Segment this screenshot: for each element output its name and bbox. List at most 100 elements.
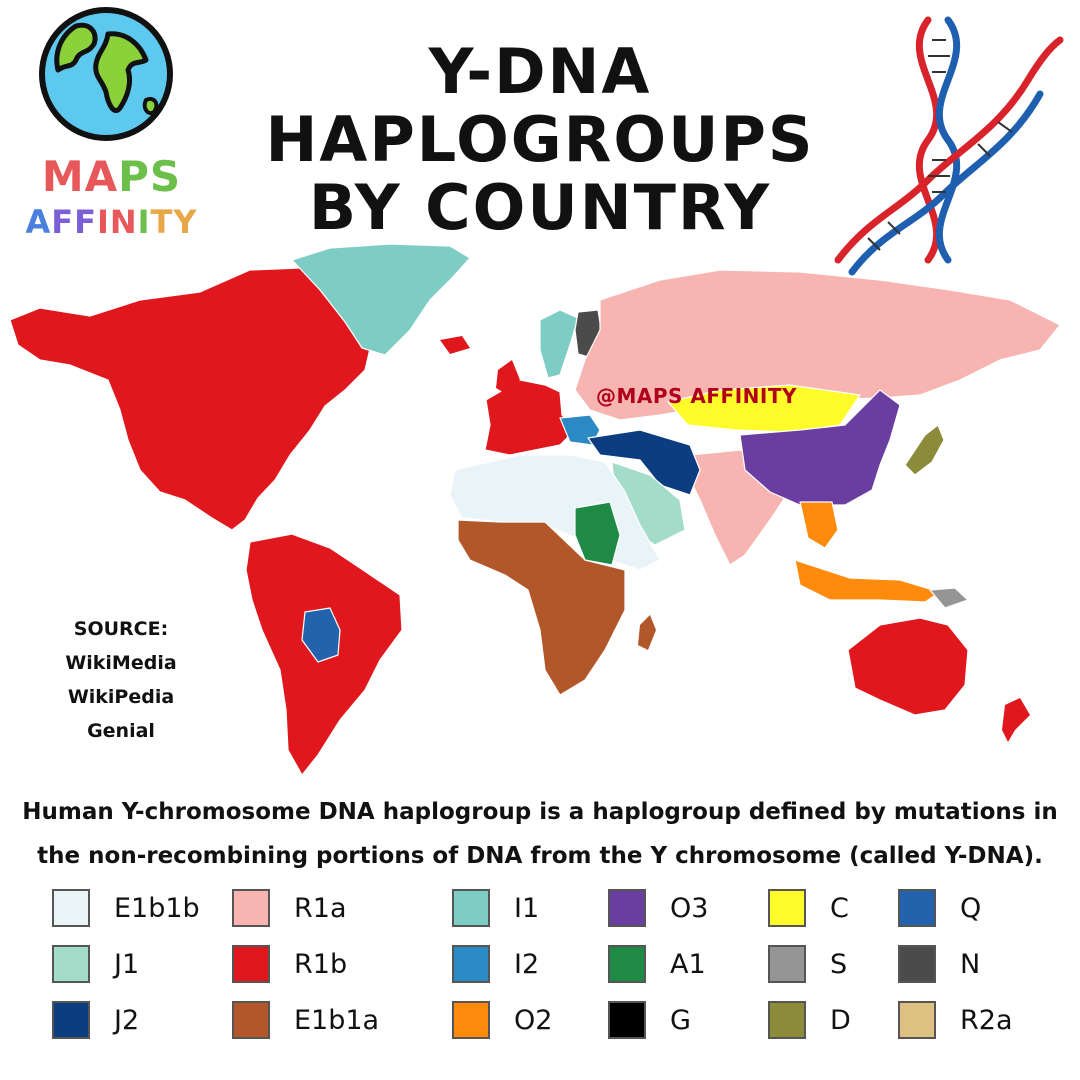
legend-item-r1a: R1a	[232, 888, 346, 928]
brand-affinity-letter: T	[150, 203, 174, 241]
legend-swatch	[768, 945, 806, 983]
legend-label: E1b1b	[114, 892, 200, 924]
brand-affinity-letter: I	[96, 203, 110, 241]
legend-label: R2a	[960, 1004, 1013, 1036]
source-item: WikiPedia	[67, 686, 175, 708]
legend-item-i1: I1	[452, 888, 539, 928]
legend-label: N	[960, 948, 981, 980]
legend-label: J2	[114, 1004, 140, 1036]
legend-swatch	[232, 889, 270, 927]
legend-label: E1b1a	[294, 1004, 380, 1036]
region-china	[739, 389, 901, 506]
legend-swatch	[52, 889, 90, 927]
brand-affinity: AFFINITY	[24, 202, 199, 242]
brand-affinity-letter: F	[74, 203, 97, 241]
legend-label: Q	[960, 892, 982, 924]
source-item: WikiMedia	[65, 652, 177, 674]
legend-label: O3	[670, 892, 709, 924]
region-eastern-europe-russia	[574, 269, 1061, 421]
legend-swatch	[898, 945, 936, 983]
source-block: SOURCE: WikiMedia WikiPedia Genial	[46, 612, 196, 748]
legend-swatch	[898, 1001, 936, 1039]
legend-swatch	[232, 1001, 270, 1039]
region-australia	[847, 617, 969, 716]
legend-item-d: D	[768, 1000, 851, 1040]
watermark-handle: @MAPS AFFINITY	[596, 384, 797, 408]
legend-swatch	[608, 1001, 646, 1039]
legend-item-j1: J1	[52, 944, 139, 984]
legend-item-e1b1a: E1b1a	[232, 1000, 379, 1040]
legend-label: O2	[514, 1004, 553, 1036]
legend-swatch	[452, 889, 490, 927]
legend: E1b1b J1 J2 R1a R1b E1b1a I1 I2 O2 O3 A1 G C S D Q N R2a	[0, 888, 1080, 1068]
legend-swatch	[608, 945, 646, 983]
legend-label: C	[830, 892, 849, 924]
description: Human Y-chromosome DNA haplogroup is a h…	[20, 790, 1060, 878]
brand-maps-letter: P	[118, 152, 150, 201]
region-madagascar	[638, 615, 656, 650]
legend-swatch	[608, 889, 646, 927]
legend-label: D	[830, 1004, 851, 1036]
legend-swatch	[52, 1001, 90, 1039]
legend-item-a1: A1	[608, 944, 706, 984]
legend-swatch	[768, 889, 806, 927]
legend-item-j2: J2	[52, 1000, 139, 1040]
page-title: Y-DNA HAPLOGROUPS BY COUNTRY	[180, 38, 900, 242]
brand-logo: MAPS AFFINITY	[24, 152, 199, 242]
region-north-america	[9, 267, 373, 531]
region-new-zealand	[1002, 698, 1030, 742]
legend-swatch	[52, 945, 90, 983]
region-bolivia	[301, 607, 341, 663]
dna-helix-icon	[834, 16, 1064, 276]
brand-maps: MAPS	[24, 152, 199, 202]
region-greenland	[291, 243, 471, 356]
region-iceland	[440, 336, 470, 354]
legend-item-e1b1b: E1b1b	[52, 888, 200, 928]
legend-item-i2: I2	[452, 944, 539, 984]
legend-swatch	[768, 1001, 806, 1039]
legend-item-r1b: R1b	[232, 944, 347, 984]
region-sub-saharan-africa	[457, 519, 626, 696]
region-turkey-iran	[587, 429, 701, 496]
globe-icon	[39, 7, 173, 141]
brand-affinity-letter: F	[51, 203, 75, 241]
legend-label: J1	[114, 948, 140, 980]
brand-affinity-letter: Y	[173, 203, 198, 241]
brand-affinity-letter: I	[137, 203, 151, 241]
legend-label: I1	[514, 892, 540, 924]
legend-swatch	[898, 889, 936, 927]
legend-item-o2: O2	[452, 1000, 552, 1040]
region-new-guinea	[929, 587, 969, 609]
legend-item-c: C	[768, 888, 849, 928]
legend-swatch	[452, 1001, 490, 1039]
brand-maps-letter: S	[149, 152, 182, 201]
description-line-1: Human Y-chromosome DNA haplogroup is a h…	[22, 799, 1058, 825]
legend-item-s: S	[768, 944, 847, 984]
legend-swatch	[232, 945, 270, 983]
title-line-2: BY COUNTRY	[308, 171, 772, 244]
legend-item-g: G	[608, 1000, 691, 1040]
legend-item-n: N	[898, 944, 980, 984]
legend-swatch	[452, 945, 490, 983]
region-japan	[904, 424, 945, 476]
brand-maps-letter: M	[41, 152, 85, 201]
legend-label: G	[670, 1004, 691, 1036]
legend-label: S	[830, 948, 848, 980]
region-uk-ireland	[496, 360, 520, 395]
brand-maps-letter: A	[84, 152, 119, 201]
region-sudan	[574, 501, 621, 566]
legend-label: R1b	[294, 948, 348, 980]
brand-affinity-letter: N	[109, 203, 138, 241]
brand-affinity-letter: A	[25, 203, 52, 241]
region-scandinavia	[539, 309, 579, 379]
world-map	[9, 243, 1061, 776]
description-line-2: the non-recombining portions of DNA from…	[37, 843, 1043, 869]
region-southeast-asia	[794, 501, 941, 603]
source-heading: SOURCE:	[73, 618, 169, 640]
legend-item-r2a: R2a	[898, 1000, 1012, 1040]
legend-label: A1	[670, 948, 706, 980]
legend-item-o3: O3	[608, 888, 708, 928]
legend-label: I2	[514, 948, 540, 980]
legend-label: R1a	[294, 892, 347, 924]
title-line-1: Y-DNA HAPLOGROUPS	[265, 35, 815, 176]
